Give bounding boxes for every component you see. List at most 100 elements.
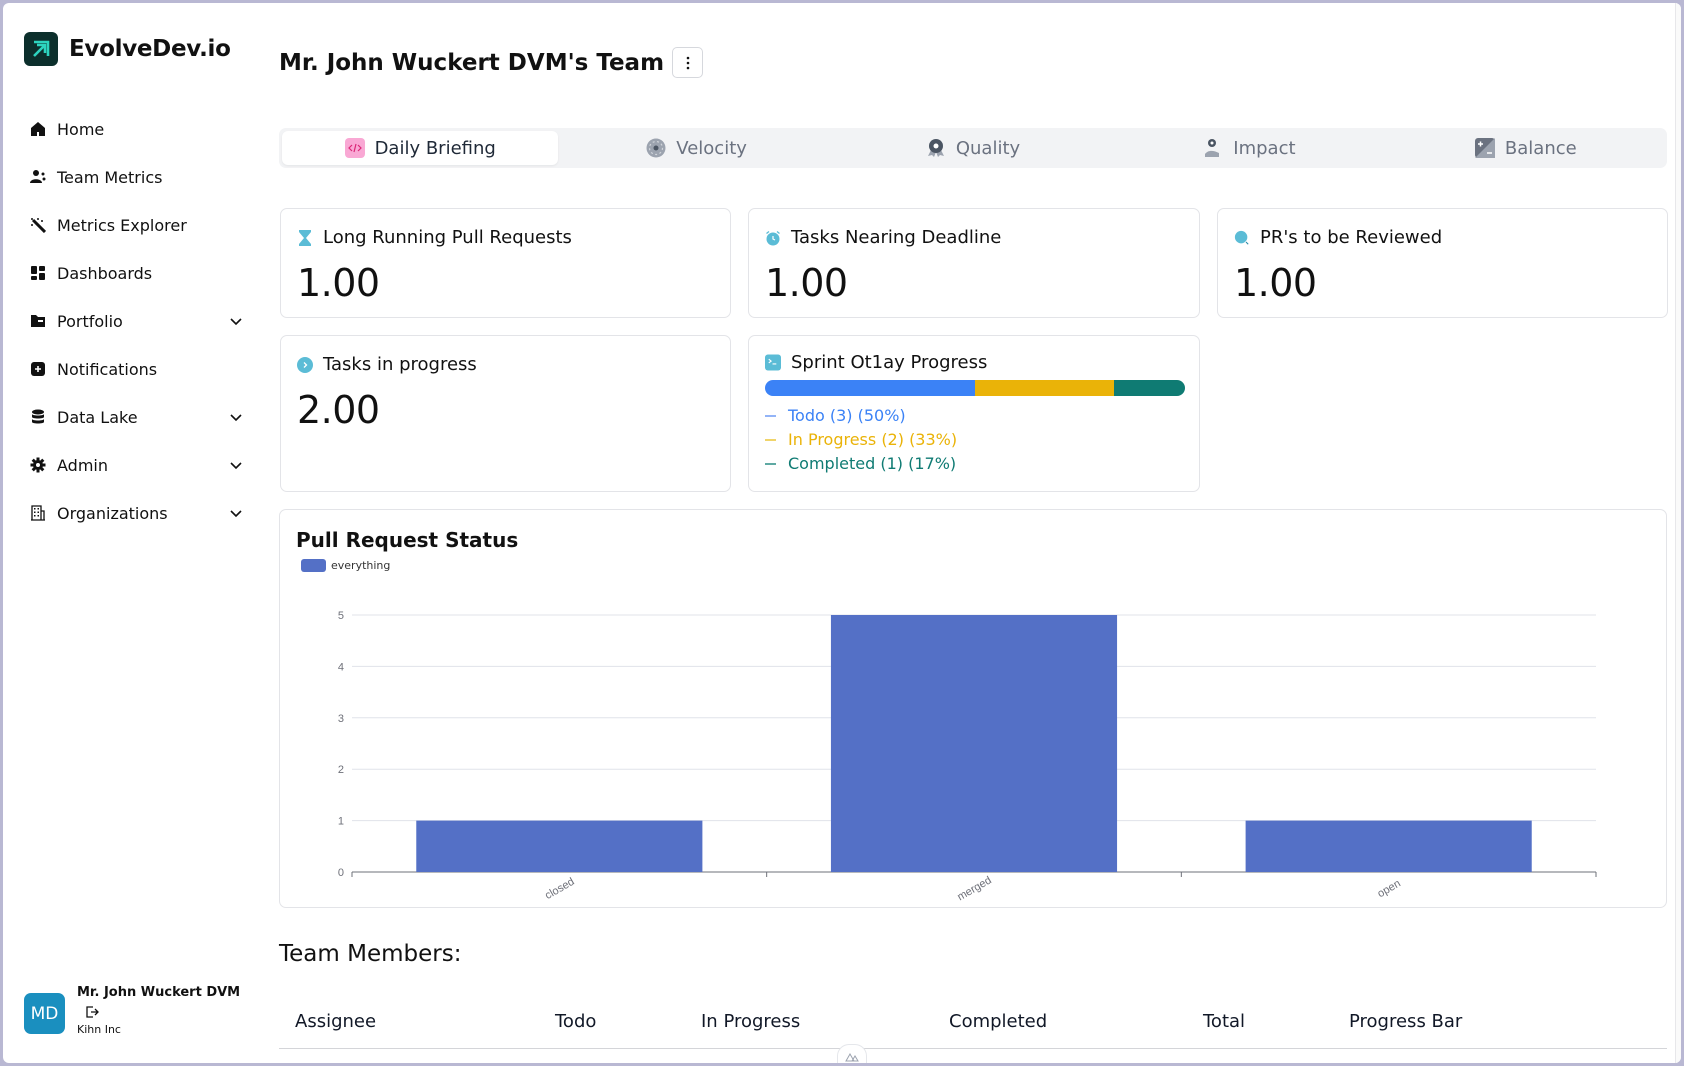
alarm-clock-icon	[765, 230, 781, 246]
scrollbar[interactable]	[1675, 3, 1681, 1063]
chevron-down-icon[interactable]	[228, 505, 244, 521]
card-header: Tasks in progress	[297, 354, 477, 375]
sidebar-item-admin[interactable]: Admin	[29, 441, 244, 489]
database-icon	[29, 408, 47, 426]
tab-label: Daily Briefing	[374, 137, 496, 159]
impact-icon	[1203, 138, 1223, 158]
legend-swatch	[301, 559, 326, 572]
metric-card-tasks-nearing-deadline[interactable]: Tasks Nearing Deadline 1.00	[748, 208, 1200, 318]
card-title: Tasks in progress	[323, 354, 477, 375]
devtools-toggle-button[interactable]	[837, 1044, 867, 1063]
terminal-icon	[765, 354, 781, 371]
more-options-button[interactable]	[672, 47, 704, 78]
page-title-text: Mr. John Wuckert DVM's Team	[279, 49, 665, 76]
bar-merged	[830, 615, 1118, 872]
column-header-assignee[interactable]: Assignee	[295, 1011, 377, 1032]
bar-chart: 0 1 2 3 4 5 closed merged open	[338, 610, 1597, 903]
bar-closed	[416, 820, 703, 872]
speedometer-icon	[646, 138, 666, 158]
chevron-down-icon[interactable]	[228, 457, 244, 473]
tab-balance[interactable]: Balance	[1388, 131, 1664, 165]
nuxt-logo-icon	[845, 1052, 859, 1061]
chart-title: Pull Request Status	[296, 528, 519, 552]
app-window: EvolveDev.io Home Team Metrics Metrics E…	[3, 3, 1681, 1063]
chart-legend[interactable]: everything	[301, 559, 390, 572]
sprint-progress-card: Sprint Ot1ay Progress Todo (3) (50%) In …	[748, 335, 1200, 492]
logo[interactable]: EvolveDev.io	[24, 32, 231, 66]
metric-card-long-running-prs[interactable]: Long Running Pull Requests 1.00	[280, 208, 731, 318]
sidebar-item-home[interactable]: Home	[29, 105, 244, 153]
y-tick-label: 0	[338, 867, 344, 879]
column-header-total[interactable]: Total	[1203, 1011, 1246, 1032]
chevron-down-icon[interactable]	[228, 313, 244, 329]
sidebar-item-notifications[interactable]: Notifications	[29, 345, 244, 393]
magic-wand-icon	[29, 216, 47, 234]
column-header-progress-bar[interactable]: Progress Bar	[1349, 1011, 1463, 1032]
sidebar-item-label: Dashboards	[57, 263, 153, 283]
sprint-legend: Todo (3) (50%) In Progress (2) (33%) Com…	[765, 404, 957, 476]
tab-label: Balance	[1504, 137, 1577, 159]
card-header: Tasks Nearing Deadline	[765, 227, 1001, 248]
card-header: Sprint Ot1ay Progress	[765, 352, 987, 373]
gear-icon	[29, 456, 47, 474]
tab-impact[interactable]: Impact	[1111, 131, 1387, 165]
code-icon	[344, 138, 365, 158]
metric-card-prs-to-review[interactable]: PR's to be Reviewed 1.00	[1217, 208, 1668, 318]
tab-bar: Daily Briefing Velocity Quality Impact B…	[279, 128, 1667, 168]
card-title: Tasks Nearing Deadline	[791, 227, 1002, 248]
progress-segment-in-progress	[975, 380, 1114, 396]
card-title: Sprint Ot1ay Progress	[791, 352, 988, 373]
user-name: Mr. John Wuckert DVM	[77, 985, 241, 1000]
user-info: Mr. John Wuckert DVM Kihn Inc	[77, 985, 240, 1036]
sidebar-item-organizations[interactable]: Organizations	[29, 489, 244, 537]
sidebar-item-metrics-explorer[interactable]: Metrics Explorer	[29, 201, 244, 249]
card-value: 1.00	[765, 261, 848, 305]
tab-daily-briefing[interactable]: Daily Briefing	[282, 131, 559, 165]
sidebar-item-portfolio[interactable]: Portfolio	[29, 297, 244, 345]
logout-icon[interactable]	[85, 1005, 99, 1019]
tab-velocity[interactable]: Velocity	[558, 131, 834, 165]
tab-quality[interactable]: Quality	[835, 131, 1111, 165]
sidebar-item-data-lake[interactable]: Data Lake	[29, 393, 244, 441]
progress-segment-completed	[1113, 380, 1185, 396]
chevron-down-icon[interactable]	[228, 409, 244, 425]
tab-label: Impact	[1233, 137, 1296, 159]
y-tick-label: 5	[338, 610, 344, 622]
dashboard-icon	[29, 264, 47, 282]
column-header-in-progress[interactable]: In Progress	[701, 1011, 801, 1032]
hourglass-icon	[297, 229, 313, 246]
tab-label: Velocity	[676, 137, 747, 159]
team-members-title: Team Members:	[279, 941, 462, 967]
x-tick-label: open	[1376, 878, 1403, 901]
sidebar-item-label: Organizations	[57, 503, 168, 523]
column-header-completed[interactable]: Completed	[949, 1011, 1048, 1032]
notification-icon	[29, 360, 47, 378]
sidebar-item-dashboards[interactable]: Dashboards	[29, 249, 244, 297]
sidebar: EvolveDev.io Home Team Metrics Metrics E…	[3, 3, 265, 1063]
metric-card-tasks-in-progress[interactable]: Tasks in progress 2.00	[280, 335, 731, 492]
sidebar-item-label: Data Lake	[57, 407, 138, 427]
y-tick-label: 2	[338, 764, 344, 776]
folder-icon	[29, 312, 47, 330]
page-title: Mr. John Wuckert DVM's Team	[279, 47, 704, 78]
progress-segment-todo	[765, 380, 975, 396]
sidebar-item-team-metrics[interactable]: Team Metrics	[29, 153, 244, 201]
card-title: Long Running Pull Requests	[323, 227, 572, 248]
user-profile[interactable]: MD Mr. John Wuckert DVM Kihn Inc	[24, 985, 240, 1036]
y-tick-label: 4	[338, 661, 344, 673]
magnifier-icon	[1234, 230, 1250, 246]
legend-label: everything	[331, 559, 391, 572]
user-org: Kihn Inc	[77, 1023, 121, 1036]
avatar[interactable]: MD	[24, 993, 65, 1034]
building-icon	[29, 504, 47, 522]
y-tick-label: 3	[338, 713, 344, 725]
column-header-todo[interactable]: Todo	[555, 1011, 597, 1032]
logo-arrow-icon	[24, 32, 58, 66]
sidebar-item-label: Team Metrics	[57, 167, 163, 187]
sidebar-nav: Home Team Metrics Metrics Explorer Dashb…	[29, 105, 244, 537]
pull-request-status-chart-card: Pull Request Status everything 0 1 2 3 4 5 clo…	[279, 509, 1667, 908]
sidebar-item-label: Admin	[57, 455, 108, 475]
card-value: 2.00	[297, 388, 380, 432]
sidebar-item-label: Notifications	[57, 359, 158, 379]
card-value: 1.00	[297, 261, 380, 305]
